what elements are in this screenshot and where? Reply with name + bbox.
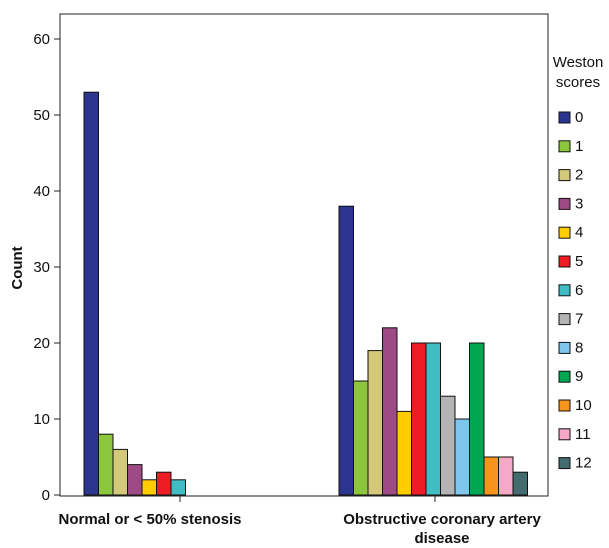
legend-swatch: [558, 284, 571, 297]
bars: [83, 91, 528, 496]
bar-score-2-group-2: [367, 350, 383, 496]
y-tick-label: 50: [33, 107, 50, 124]
legend-swatch: [558, 111, 571, 124]
y-tick-label: 0: [42, 487, 50, 504]
x-category-label: Normal or < 50% stenosis: [59, 511, 242, 528]
legend-swatch: [558, 140, 571, 153]
bar-score-9-group-2: [469, 342, 485, 496]
legend-label: 0: [575, 109, 583, 126]
bar-score-12-group-2: [512, 471, 528, 496]
legend-title: scores: [556, 74, 600, 91]
plot-frame: [59, 13, 549, 497]
bar-score-8-group-2: [454, 418, 470, 496]
legend-swatch: [558, 428, 571, 441]
legend-label: 7: [575, 311, 583, 328]
legend-title: Weston: [553, 54, 604, 71]
legend-swatch: [558, 399, 571, 412]
bar-score-10-group-2: [483, 456, 499, 496]
bar-score-5-group-2: [411, 342, 427, 496]
y-tick-label: 60: [33, 31, 50, 48]
bar-score-3-group-1: [127, 464, 143, 496]
legend-label: 6: [575, 282, 583, 299]
x-axis: Normal or < 50% stenosis Obstructive coro…: [59, 496, 541, 547]
bar-score-1-group-2: [353, 380, 369, 496]
legend-label: 11: [575, 426, 591, 443]
legend-label: 3: [575, 195, 583, 212]
y-tick-label: 20: [33, 335, 50, 352]
legend-swatch: [558, 226, 571, 239]
legend-swatch: [558, 370, 571, 383]
bar-score-4-group-1: [141, 479, 157, 496]
y-axis: 0 10 20 30 40 50 60: [33, 31, 60, 504]
y-tick-label: 40: [33, 183, 50, 200]
legend-label: 1: [575, 138, 583, 155]
bar-score-6-group-2: [425, 342, 441, 496]
y-tick-label: 30: [33, 259, 50, 276]
legend-swatch: [558, 341, 571, 354]
legend-swatch: [558, 197, 571, 210]
legend-swatch: [558, 255, 571, 268]
bar-score-4-group-2: [396, 410, 412, 496]
bar-score-5-group-1: [156, 471, 172, 496]
x-category-label: disease: [414, 530, 469, 547]
bar-score-2-group-1: [112, 448, 128, 496]
legend-label: 9: [575, 368, 583, 385]
x-category-label: Obstructive coronary artery: [343, 511, 541, 528]
bar-score-6-group-1: [170, 479, 186, 496]
legend-label: 4: [575, 224, 583, 241]
y-tick-label: 10: [33, 411, 50, 428]
bar-score-0-group-2: [338, 205, 354, 496]
legend-label: 12: [575, 455, 592, 472]
legend-swatch: [558, 313, 571, 326]
legend-swatch: [558, 457, 571, 470]
bar-score-1-group-1: [98, 433, 114, 496]
bar-score-11-group-2: [498, 456, 514, 496]
legend-label: 10: [575, 397, 592, 414]
legend-label: 2: [575, 167, 583, 184]
legend-label: 8: [575, 339, 583, 356]
legend-label: 5: [575, 253, 583, 270]
legend-swatch: [558, 169, 571, 182]
bar-score-7-group-2: [440, 395, 456, 496]
bar-score-0-group-1: [83, 91, 99, 496]
y-axis-title: Count: [9, 246, 26, 289]
bar-score-3-group-2: [382, 327, 398, 496]
